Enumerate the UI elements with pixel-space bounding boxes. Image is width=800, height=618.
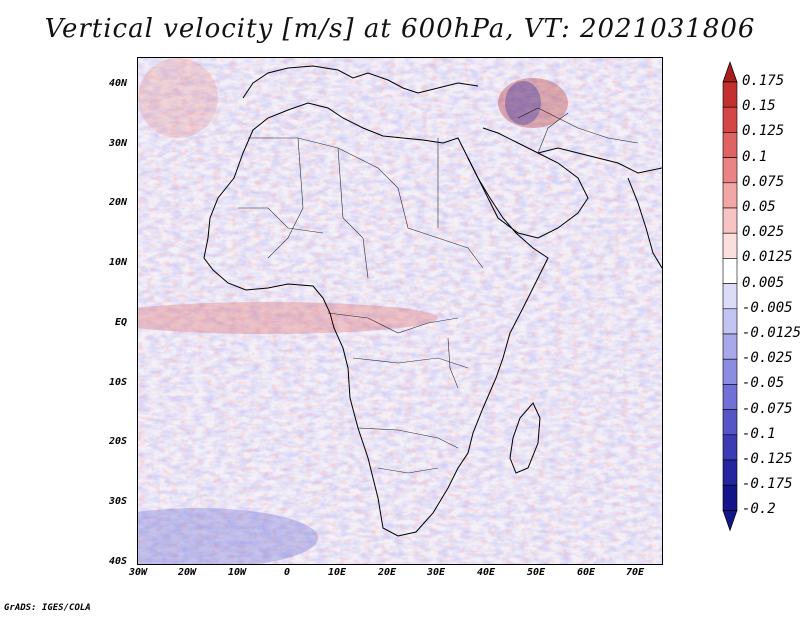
colorbar-label: -0.005 (742, 299, 793, 316)
colorbar (722, 60, 738, 532)
coastlines (203, 65, 662, 537)
map-plot (137, 57, 663, 565)
colorbar-band (722, 157, 738, 184)
colorbar-band (722, 232, 738, 259)
map-canvas (138, 58, 662, 564)
europe-coastline (242, 65, 479, 99)
colorbar-band (722, 459, 738, 486)
border-line (377, 467, 439, 474)
africa-coastline (203, 102, 549, 537)
border-line (397, 187, 484, 269)
colorbar-label: -0.0125 (742, 325, 800, 341)
colorbar-label: -0.125 (742, 451, 793, 467)
colorbar-top-arrow (722, 60, 738, 83)
border-line (337, 147, 369, 279)
zagros-downdraft (505, 81, 541, 125)
colorbar-label: 0.1 (742, 148, 768, 165)
colorbar-band (722, 358, 738, 385)
border-line (238, 207, 324, 234)
colorbar-band (722, 434, 738, 461)
colorbar-band (722, 132, 738, 158)
colorbar-label: -0.05 (742, 375, 785, 392)
lat-tick-30s: 30S (109, 496, 128, 507)
lon-tick-30w: 30W (128, 567, 148, 578)
colorbar-label: -0.2 (742, 501, 776, 518)
border-line (357, 427, 459, 449)
colorbar-band (722, 81, 738, 108)
itcz-band (138, 302, 438, 334)
colorbar-band (722, 308, 738, 335)
colorbar-label: -0.175 (742, 476, 793, 493)
lon-tick-40e: 40E (476, 567, 496, 578)
lat-tick-20n: 20N (109, 197, 128, 208)
colorbar-band (722, 283, 738, 310)
lon-tick-30e: 30E (426, 567, 446, 578)
colorbar-band (722, 207, 738, 234)
colorbar-label: -0.1 (742, 425, 776, 442)
border-line (327, 312, 459, 334)
lat-tick-40n: 40N (109, 78, 128, 89)
country-borders (238, 107, 639, 474)
great-lakes-line (447, 337, 459, 389)
colorbar-label: 0.05 (742, 199, 776, 215)
india-coastline (627, 177, 662, 269)
border-line (267, 137, 304, 259)
iran-coastline (537, 147, 662, 174)
colorbar-label: 0.15 (742, 98, 776, 115)
arabia-coastline (467, 127, 589, 239)
colorbar-band (722, 484, 738, 511)
colorbar-label: -0.025 (742, 350, 793, 367)
south-atlantic-subsidence (138, 508, 318, 564)
north-atlantic-ascent (138, 58, 218, 138)
colorbar-label: 0.125 (742, 123, 785, 140)
colorbar-band (722, 384, 738, 410)
colorbar-label: 0.075 (742, 173, 785, 190)
colorbar-band (722, 258, 738, 284)
colorbar-label: 0.025 (742, 224, 785, 241)
lon-tick-10e: 10E (327, 567, 347, 578)
lon-tick-10w: 10W (227, 567, 247, 578)
credit-text: GrADS: IGES/COLA (4, 603, 91, 613)
colorbar-band (722, 333, 738, 360)
lat-tick-10n: 10N (109, 257, 128, 268)
lat-tick-30n: 30N (109, 138, 128, 149)
lon-tick-50e: 50E (526, 567, 546, 578)
map-title: Vertical velocity [m/s] at 600hPa, VT: 2… (44, 14, 756, 44)
lat-tick-40s: 40S (109, 556, 128, 567)
colorbar-bottom-arrow (722, 510, 738, 532)
colorbar-label: 0.005 (742, 274, 785, 291)
lon-tick-20w: 20W (177, 567, 197, 578)
border-line (537, 112, 569, 154)
border-line (352, 357, 469, 369)
border-line (517, 107, 639, 144)
colorbar-band (722, 182, 738, 209)
colorbar-label: 0.0125 (742, 249, 793, 266)
lon-tick-70e: 70E (625, 567, 645, 578)
colorbar-label: 0.175 (742, 73, 785, 89)
colorbar-band (722, 106, 738, 133)
lon-tick-20e: 20E (377, 567, 397, 578)
lat-tick-10s: 10S (109, 377, 128, 388)
madagascar-coastline (509, 402, 541, 474)
lat-tick-eq: EQ (115, 317, 128, 328)
lat-tick-20s: 20S (109, 436, 128, 447)
colorbar-label: -0.075 (742, 400, 793, 417)
upward-motion-field (138, 58, 662, 564)
lon-tick-0: 0 (283, 567, 291, 578)
colorbar-band (722, 409, 738, 436)
lon-tick-60e: 60E (576, 567, 596, 578)
zagros-updraft (498, 78, 568, 128)
colorbar-bands (722, 60, 738, 532)
